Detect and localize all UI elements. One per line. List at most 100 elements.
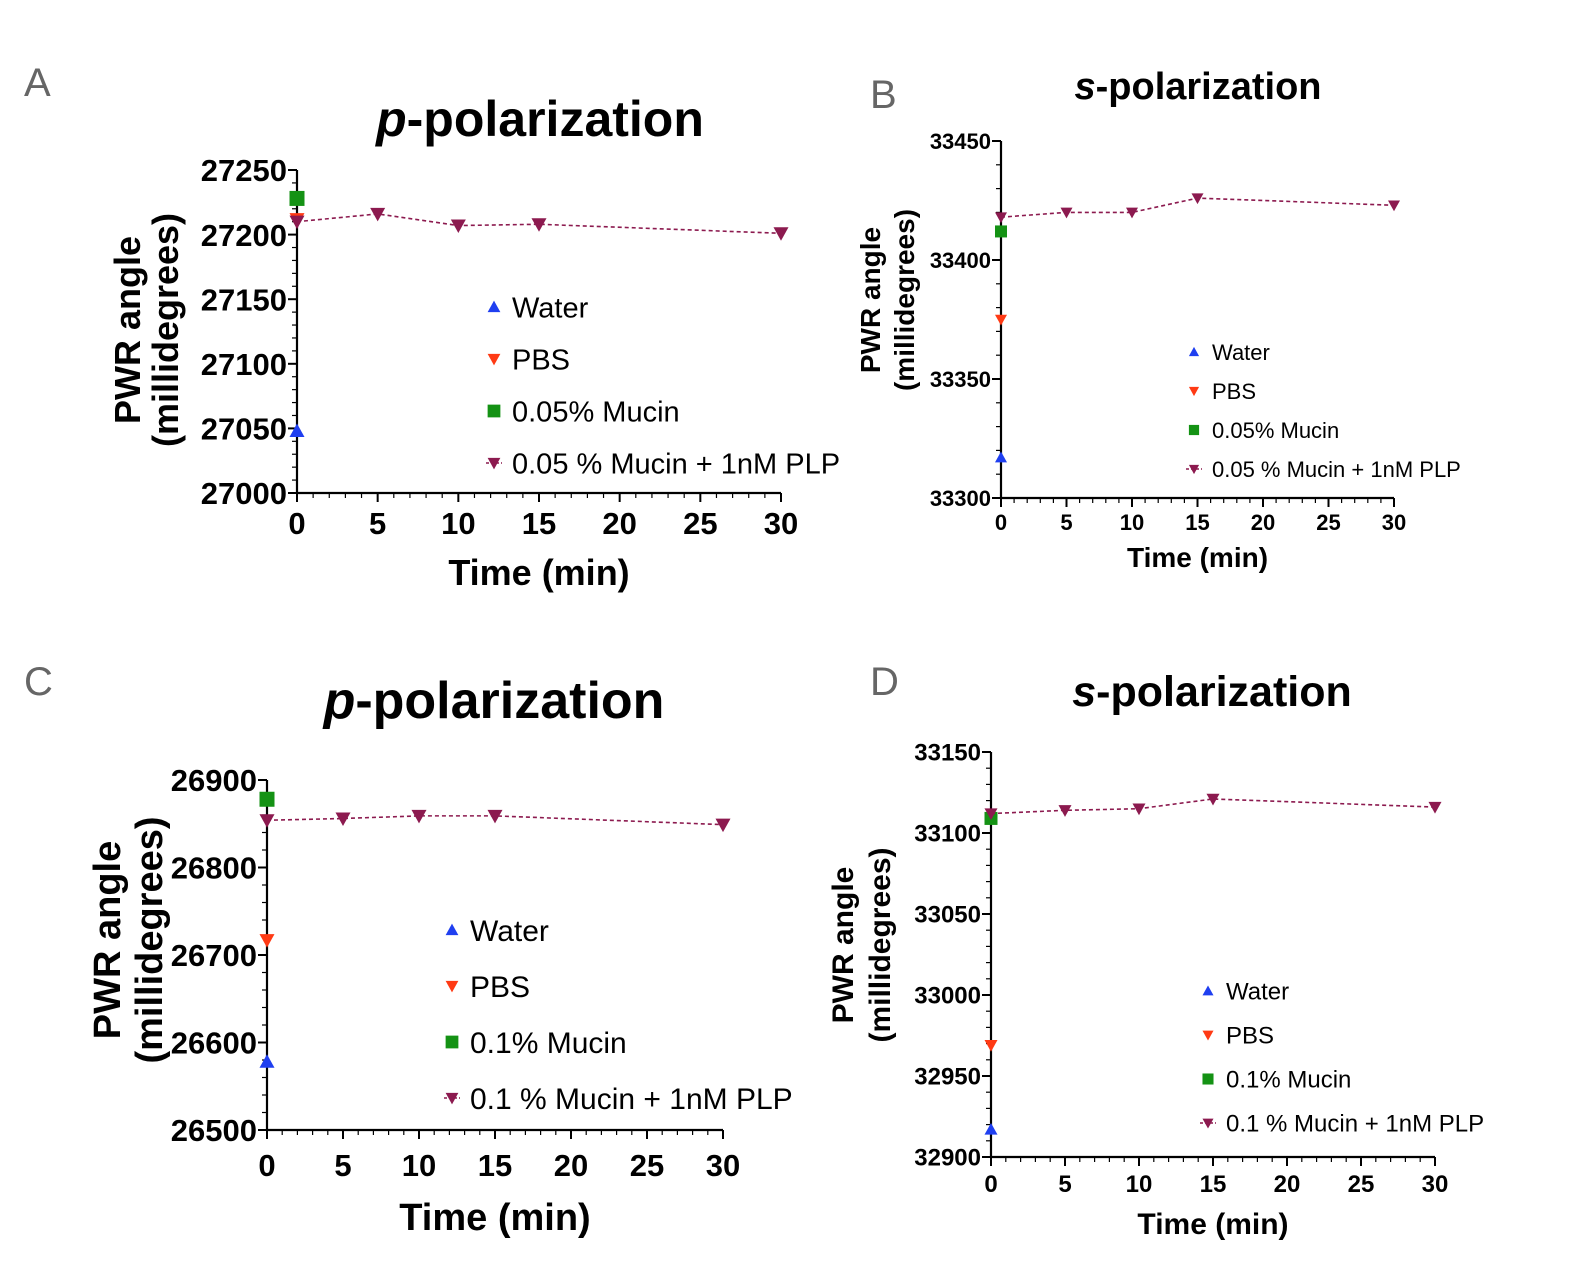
data-point — [984, 1122, 998, 1135]
y-tick-label: 26700 — [171, 938, 257, 973]
legend-marker — [487, 457, 501, 470]
x-tick-label: 20 — [1251, 510, 1275, 535]
chart-title: p-polarization — [322, 672, 665, 730]
legend-label: 0.05% Mucin — [1212, 418, 1339, 443]
legend-marker — [487, 300, 501, 313]
data-point — [1428, 801, 1442, 814]
chart-title: s-polarization — [1074, 66, 1321, 108]
y-axis-title-line1: PWR angle — [855, 227, 886, 373]
legend-label: 0.1 % Mucin + 1nM PLP — [470, 1083, 793, 1116]
x-tick-label: 10 — [402, 1148, 436, 1183]
y-tick-label: 32900 — [914, 1145, 981, 1172]
x-axis-title: Time (min) — [1137, 1208, 1288, 1241]
legend-label: 0.1% Mucin — [470, 1027, 627, 1060]
legend-marker — [487, 353, 501, 366]
series-mucin_plp — [984, 793, 1442, 821]
legend-marker — [1202, 1118, 1214, 1129]
y-tick-label: 33000 — [914, 983, 981, 1010]
data-point — [259, 934, 275, 948]
x-axis-title: Time (min) — [1127, 542, 1268, 573]
x-tick-label: 5 — [369, 506, 386, 541]
data-point — [984, 1040, 998, 1052]
x-tick-label: 30 — [764, 506, 798, 541]
series-mucin — [289, 190, 305, 206]
series-pbs — [984, 1040, 998, 1052]
x-tick-label: 5 — [1058, 1171, 1071, 1198]
data-point — [335, 812, 351, 826]
y-tick-label: 26600 — [171, 1026, 257, 1061]
y-tick-label: 33050 — [914, 902, 981, 929]
legend-marker — [1202, 1073, 1214, 1085]
y-tick-label: 32950 — [914, 1064, 981, 1091]
y-tick-label: 27250 — [201, 153, 287, 188]
legend-label: PBS — [512, 344, 570, 376]
x-tick-label: 15 — [522, 506, 556, 541]
x-tick-label: 0 — [258, 1148, 275, 1183]
series-water — [259, 1054, 275, 1068]
y-tick-label: 33150 — [914, 740, 981, 767]
panel-a: Ap-polarization 0 5 10 15 20 25 30 27000 27050 271… — [24, 61, 840, 593]
data-point — [259, 1054, 275, 1068]
data-point — [715, 818, 731, 833]
legend: Water PBS 0.1% Mucin 0.1 % Mucin + 1nM PLP — [1200, 979, 1484, 1138]
y-tick-label: 26900 — [171, 763, 257, 798]
series-water — [995, 451, 1007, 463]
legend-marker — [1188, 424, 1200, 436]
chart-title: p-polarization — [374, 91, 704, 147]
data-point — [995, 225, 1007, 238]
y-tick-label: 27000 — [201, 476, 287, 511]
data-point — [1191, 193, 1204, 205]
series-mucin_plp — [995, 193, 1400, 224]
x-tick-label: 20 — [554, 1148, 588, 1183]
data-point — [1132, 803, 1146, 816]
legend-marker — [1202, 985, 1214, 996]
legend-marker — [1188, 386, 1200, 397]
data-point — [450, 219, 466, 234]
x-tick-label: 15 — [1200, 1171, 1227, 1198]
x-tick-label: 20 — [602, 506, 636, 541]
panel-letter: A — [24, 61, 51, 105]
legend-label: 0.1 % Mucin + 1nM PLP — [1226, 1111, 1484, 1138]
x-tick-label: 25 — [630, 1148, 664, 1183]
series-pbs — [259, 934, 275, 948]
legend-marker — [1202, 1030, 1214, 1041]
y-tick-label: 26800 — [171, 851, 257, 886]
legend-label: 0.05% Mucin — [512, 396, 680, 428]
legend: Water PBS 0.1% Mucin 0.1 % Mucin + 1nM PLP — [444, 915, 793, 1116]
legend-label: Water — [512, 292, 589, 324]
y-axis-title-line2: (millidegrees) — [145, 213, 186, 447]
legend-marker — [445, 1092, 459, 1105]
panel-letter: B — [870, 73, 897, 117]
x-tick-label: 30 — [706, 1148, 740, 1183]
x-axis-title: Time (min) — [448, 552, 629, 593]
series-water — [984, 1122, 998, 1135]
y-tick-label: 27200 — [201, 218, 287, 253]
x-tick-label: 0 — [995, 510, 1007, 535]
series-line — [266, 815, 724, 826]
y-tick-label: 27150 — [201, 282, 287, 317]
series-mucin_plp — [289, 207, 789, 241]
y-axis-title-line2: (millidegrees) — [889, 209, 920, 391]
panel-letter: C — [24, 660, 53, 704]
x-tick-label: 0 — [984, 1171, 997, 1198]
y-axis-title-line1: PWR angle — [827, 867, 860, 1024]
legend-label: PBS — [1226, 1023, 1274, 1050]
data-point — [773, 227, 789, 241]
chart-title: s-polarization — [1072, 668, 1352, 716]
data-point — [259, 791, 275, 807]
legend-marker — [445, 980, 459, 993]
legend-marker — [445, 923, 459, 936]
y-tick-label: 33450 — [930, 129, 991, 154]
legend-label: 0.1% Mucin — [1226, 1067, 1351, 1094]
series-line — [1000, 197, 1395, 218]
legend-label: Water — [470, 915, 549, 948]
x-tick-label: 5 — [1060, 510, 1072, 535]
y-tick-label: 33100 — [914, 821, 981, 848]
data-point — [1060, 207, 1073, 219]
x-tick-label: 30 — [1422, 1171, 1449, 1198]
x-tick-label: 15 — [478, 1148, 512, 1183]
y-axis-title-line2: (millidegrees) — [864, 847, 897, 1042]
x-tick-label: 25 — [683, 506, 717, 541]
legend: Water PBS 0.05% Mucin 0.05 % Mucin + 1nM PL… — [1186, 340, 1461, 482]
